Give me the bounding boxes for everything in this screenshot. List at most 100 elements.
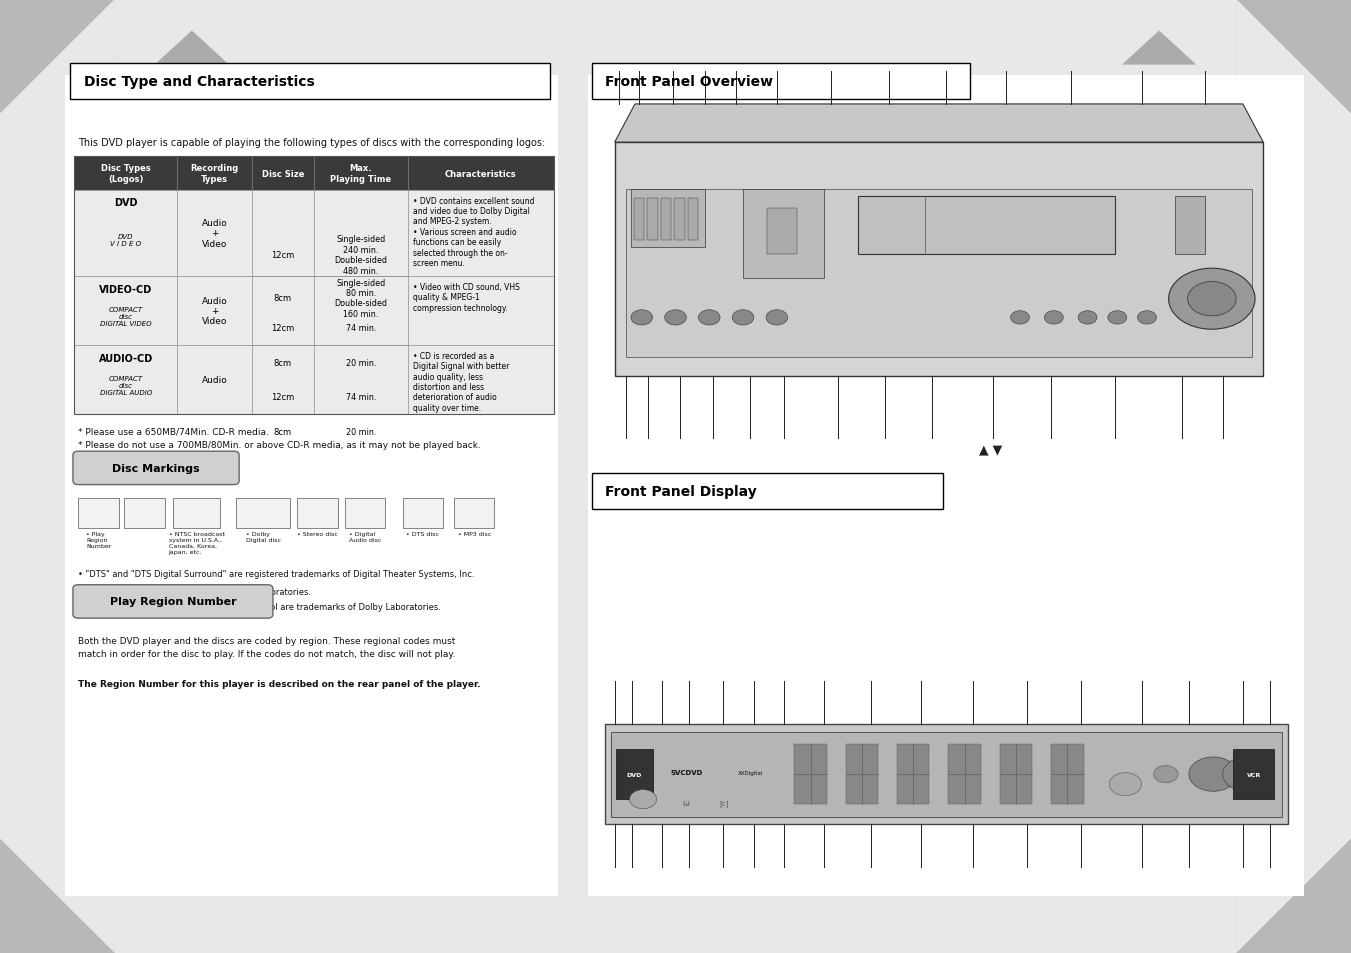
Bar <box>297 498 338 529</box>
Circle shape <box>1169 269 1255 330</box>
Text: • Play
Region
Number: • Play Region Number <box>86 532 111 548</box>
Bar <box>74 157 554 415</box>
Circle shape <box>1108 312 1127 325</box>
Polygon shape <box>1236 839 1351 953</box>
Text: Max.
Playing Time: Max. Playing Time <box>330 164 392 184</box>
Bar <box>70 64 550 100</box>
Text: The Region Number for this player is described on the rear panel of the player.: The Region Number for this player is des… <box>78 679 481 688</box>
Circle shape <box>732 311 754 326</box>
Text: • Dolby
Digital disc: • Dolby Digital disc <box>246 532 281 542</box>
Bar <box>1233 749 1274 800</box>
Polygon shape <box>0 839 115 953</box>
Bar <box>605 724 1288 824</box>
Bar <box>345 498 385 529</box>
Text: 20 min.: 20 min. <box>346 427 376 436</box>
Bar <box>647 199 658 241</box>
Polygon shape <box>615 105 1263 143</box>
Bar <box>858 196 1115 255</box>
Text: VCR: VCR <box>1247 772 1260 777</box>
Text: • DVD contains excellent sound
and video due to Dolby Digital
and MPEG-2 system.: • DVD contains excellent sound and video… <box>413 196 535 268</box>
Text: 74 min.: 74 min. <box>346 393 376 402</box>
Circle shape <box>1078 312 1097 325</box>
Circle shape <box>1223 757 1271 791</box>
Bar <box>74 157 177 191</box>
FancyBboxPatch shape <box>73 585 273 618</box>
Bar <box>688 199 698 241</box>
Text: Disc Types
(Logos): Disc Types (Logos) <box>101 164 151 184</box>
Polygon shape <box>1121 31 1197 66</box>
Text: Play Region Number: Play Region Number <box>109 597 236 607</box>
Text: Single-sided
240 min.
Double-sided
480 min.: Single-sided 240 min. Double-sided 480 m… <box>334 235 388 275</box>
Bar <box>236 498 290 529</box>
Text: ▲ ▼: ▲ ▼ <box>978 443 1002 456</box>
Text: Characteristics: Characteristics <box>444 170 516 178</box>
Text: AUDIO-CD: AUDIO-CD <box>99 354 153 363</box>
Bar <box>408 157 554 191</box>
Bar <box>626 190 1252 357</box>
Bar <box>1175 196 1205 255</box>
Text: "Dolby", "Pro Logic", and the double-D symbol are trademarks of Dolby Laboratori: "Dolby", "Pro Logic", and the double-D s… <box>78 602 442 611</box>
Text: 12cm: 12cm <box>272 324 295 333</box>
Bar <box>251 346 313 415</box>
Bar <box>1000 744 1032 804</box>
Text: • DTS disc: • DTS disc <box>407 532 439 537</box>
Text: Recording
Types: Recording Types <box>190 164 239 184</box>
Bar <box>251 157 313 191</box>
Text: • MP3 disc: • MP3 disc <box>458 532 490 537</box>
FancyBboxPatch shape <box>73 452 239 485</box>
Circle shape <box>665 311 686 326</box>
Text: Audio: Audio <box>201 375 227 385</box>
Bar <box>616 749 653 800</box>
Circle shape <box>1109 773 1142 796</box>
Text: This DVD player is capable of playing the following types of discs with the corr: This DVD player is capable of playing th… <box>78 138 546 148</box>
Text: Single-sided
80 min.
Double-sided
160 min.: Single-sided 80 min. Double-sided 160 mi… <box>334 278 388 318</box>
Text: 8cm: 8cm <box>274 427 292 436</box>
Text: Disc Size: Disc Size <box>262 170 304 178</box>
Text: Front Panel Display: Front Panel Display <box>605 485 757 498</box>
Bar <box>592 474 943 510</box>
Text: Disc Type and Characteristics: Disc Type and Characteristics <box>84 75 315 89</box>
Bar <box>177 157 251 191</box>
Bar <box>634 199 644 241</box>
Bar <box>661 199 671 241</box>
Bar <box>454 498 494 529</box>
Bar <box>631 190 705 248</box>
Bar <box>313 346 408 415</box>
Circle shape <box>1044 312 1063 325</box>
FancyBboxPatch shape <box>615 143 1263 376</box>
Text: • Stereo disc: • Stereo disc <box>297 532 338 537</box>
Bar <box>674 199 685 241</box>
Circle shape <box>698 311 720 326</box>
Text: 20 min.: 20 min. <box>346 358 376 368</box>
Bar <box>74 191 177 276</box>
Bar <box>251 191 313 276</box>
Bar <box>0 0 115 114</box>
Text: 12cm: 12cm <box>272 393 295 402</box>
Bar <box>74 276 177 346</box>
Text: SVCDVD: SVCDVD <box>670 769 703 776</box>
Text: • Video with CD sound, VHS
quality & MPEG-1
compression technology.: • Video with CD sound, VHS quality & MPE… <box>413 282 520 313</box>
Bar <box>78 498 119 529</box>
Text: • "DTS" and "DTS Digital Surround" are registered trademarks of Digital Theater : • "DTS" and "DTS Digital Surround" are r… <box>78 570 474 578</box>
Bar <box>408 191 554 276</box>
Text: Both the DVD player and the discs are coded by region. These regional codes must: Both the DVD player and the discs are co… <box>78 637 455 659</box>
Bar <box>897 744 929 804</box>
Text: 8cm: 8cm <box>274 358 292 368</box>
Text: • Digital
Audio disc: • Digital Audio disc <box>349 532 381 542</box>
Circle shape <box>1138 312 1156 325</box>
Bar <box>313 157 408 191</box>
Polygon shape <box>154 31 228 66</box>
Bar <box>313 191 408 276</box>
Bar <box>0 839 115 953</box>
Bar <box>1236 0 1351 114</box>
Bar <box>1051 744 1084 804</box>
Text: Audio
+
Video: Audio + Video <box>201 296 227 326</box>
Text: DVD: DVD <box>627 772 642 777</box>
Text: ω: ω <box>682 798 690 807</box>
Circle shape <box>1154 766 1178 783</box>
Circle shape <box>1188 282 1236 316</box>
Text: • CD is recorded as a
Digital Signal with better
audio quality, less
distortion : • CD is recorded as a Digital Signal wit… <box>413 352 509 413</box>
Bar <box>177 276 251 346</box>
Bar <box>403 498 443 529</box>
Bar <box>124 498 165 529</box>
